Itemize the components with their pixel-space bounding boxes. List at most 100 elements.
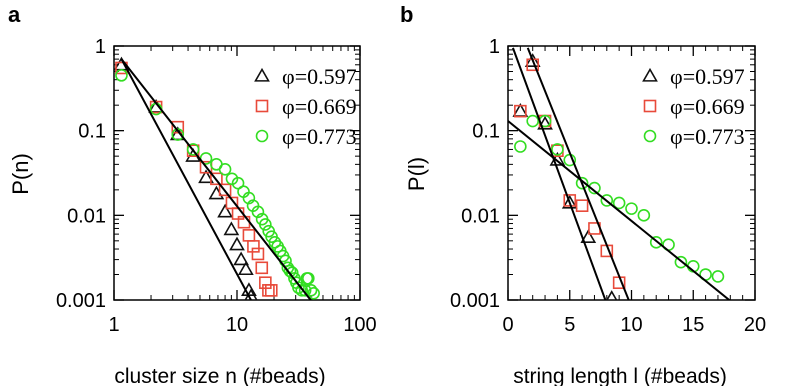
legend-marker-square: [643, 99, 657, 113]
y-tick-label: 0.1: [472, 121, 500, 143]
data-point-square: [247, 240, 260, 253]
data-point-square: [210, 172, 223, 186]
data-point-circle: [551, 143, 564, 156]
data-point-circle: [526, 114, 540, 128]
legend-label: φ=0.597: [670, 64, 745, 89]
data-point-square: [264, 284, 278, 297]
data-point-circle: [171, 128, 185, 141]
x-tick-label: 1: [108, 314, 119, 336]
data-point-circle: [612, 196, 626, 210]
data-point-square: [171, 120, 185, 134]
data-point-square: [251, 247, 265, 261]
series-square: [514, 58, 626, 290]
y-tick-label: 0.001: [450, 290, 500, 312]
x-tick-label: 20: [744, 314, 766, 336]
data-point-circle: [588, 181, 601, 195]
data-point-circle: [218, 162, 232, 176]
panel-b-legend: φ=0.597 φ=0.669 φ=0.773: [642, 64, 745, 149]
data-point-triangle: [561, 194, 578, 209]
x-tick-label: 5: [564, 314, 575, 336]
data-point-triangle: [198, 169, 214, 184]
panel-a-plot-area: 0.001 0.01 0.1 1 1 10 100: [56, 36, 377, 336]
fit-line: [526, 47, 630, 300]
panel-a-label: a: [8, 2, 21, 27]
data-point-triangle: [229, 236, 245, 251]
data-point-triangle: [524, 53, 541, 67]
data-point-circle: [600, 194, 614, 207]
data-point-circle: [711, 270, 725, 283]
fit-line: [120, 58, 253, 300]
data-point-circle: [575, 176, 589, 190]
series-circle: [115, 69, 320, 300]
panel-a: a P(n) cluster size n (#beads) 0.001 0.01…: [8, 2, 377, 386]
data-point-circle: [298, 284, 312, 297]
y-tick-label: 1: [95, 36, 106, 58]
y-tick-label: 1: [489, 36, 500, 58]
data-point-circle: [649, 236, 663, 249]
data-point-circle: [259, 218, 272, 231]
data-point-square: [563, 194, 577, 207]
data-point-circle: [625, 202, 638, 215]
data-point-circle: [514, 140, 527, 153]
data-point-circle: [292, 281, 305, 294]
data-point-circle: [302, 272, 315, 285]
x-tick-label: 15: [682, 314, 704, 336]
data-point-circle: [304, 284, 318, 297]
fit-line: [512, 47, 607, 300]
legend-label: φ=0.669: [282, 94, 357, 119]
panel-b-label: b: [400, 2, 413, 27]
data-point-circle: [295, 284, 309, 297]
x-tick-label: 10: [226, 314, 248, 336]
data-point-circle: [115, 69, 128, 82]
panel-b: b P(l) string length l (#beads) 0.001 0.0…: [400, 2, 766, 386]
data-point-square: [514, 104, 527, 118]
data-layer: [114, 56, 320, 300]
data-point-triangle: [223, 221, 240, 236]
legend-marker-triangle: [642, 67, 658, 82]
legend-label: φ=0.773: [282, 124, 357, 149]
x-tick-label: 0: [502, 314, 513, 336]
data-point-square: [255, 261, 269, 275]
data-point-triangle: [580, 229, 597, 243]
y-tick-label: 0.1: [78, 121, 106, 143]
legend-label: φ=0.669: [670, 94, 745, 119]
data-point-triangle: [537, 115, 553, 130]
fit-line: [508, 120, 731, 300]
data-point-triangle: [217, 203, 233, 218]
series-square: [115, 61, 278, 297]
data-point-circle: [242, 191, 256, 205]
panel-a-xlabel: cluster size n (#beads): [114, 365, 325, 386]
x-tick-label: 100: [343, 314, 376, 336]
panel-a-ylabel: P(n): [8, 153, 33, 195]
panel-a-legend: φ=0.597 φ=0.669 φ=0.773: [254, 64, 357, 149]
data-point-triangle: [233, 251, 249, 266]
legend-label: φ=0.773: [670, 124, 745, 149]
y-tick-label: 0.001: [56, 290, 106, 312]
data-layer: [508, 47, 731, 300]
data-point-square: [242, 229, 256, 242]
data-point-circle: [186, 143, 200, 156]
x-tick-label: 10: [620, 314, 642, 336]
data-point-circle: [251, 205, 265, 219]
legend-marker-circle: [643, 129, 657, 143]
data-point-circle: [637, 209, 651, 222]
data-point-square: [218, 183, 232, 197]
panel-b-xlabel: string length l (#beads): [513, 365, 727, 386]
legend-marker-square: [255, 99, 269, 113]
legend-marker-triangle: [254, 67, 270, 82]
data-point-square: [575, 199, 589, 212]
legend-marker-circle: [255, 129, 269, 143]
y-tick-label: 0.01: [461, 205, 500, 227]
data-point-circle: [674, 255, 688, 269]
data-point-triangle: [606, 290, 618, 300]
data-point-square: [262, 284, 275, 297]
panel-b-ylabel: P(l): [404, 157, 429, 191]
y-tick-label: 0.01: [67, 205, 106, 227]
data-point-circle: [307, 286, 320, 300]
data-point-triangle: [208, 185, 225, 200]
fit-line: [120, 58, 312, 300]
legend-label: φ=0.597: [282, 64, 357, 89]
data-point-triangle: [237, 261, 254, 276]
